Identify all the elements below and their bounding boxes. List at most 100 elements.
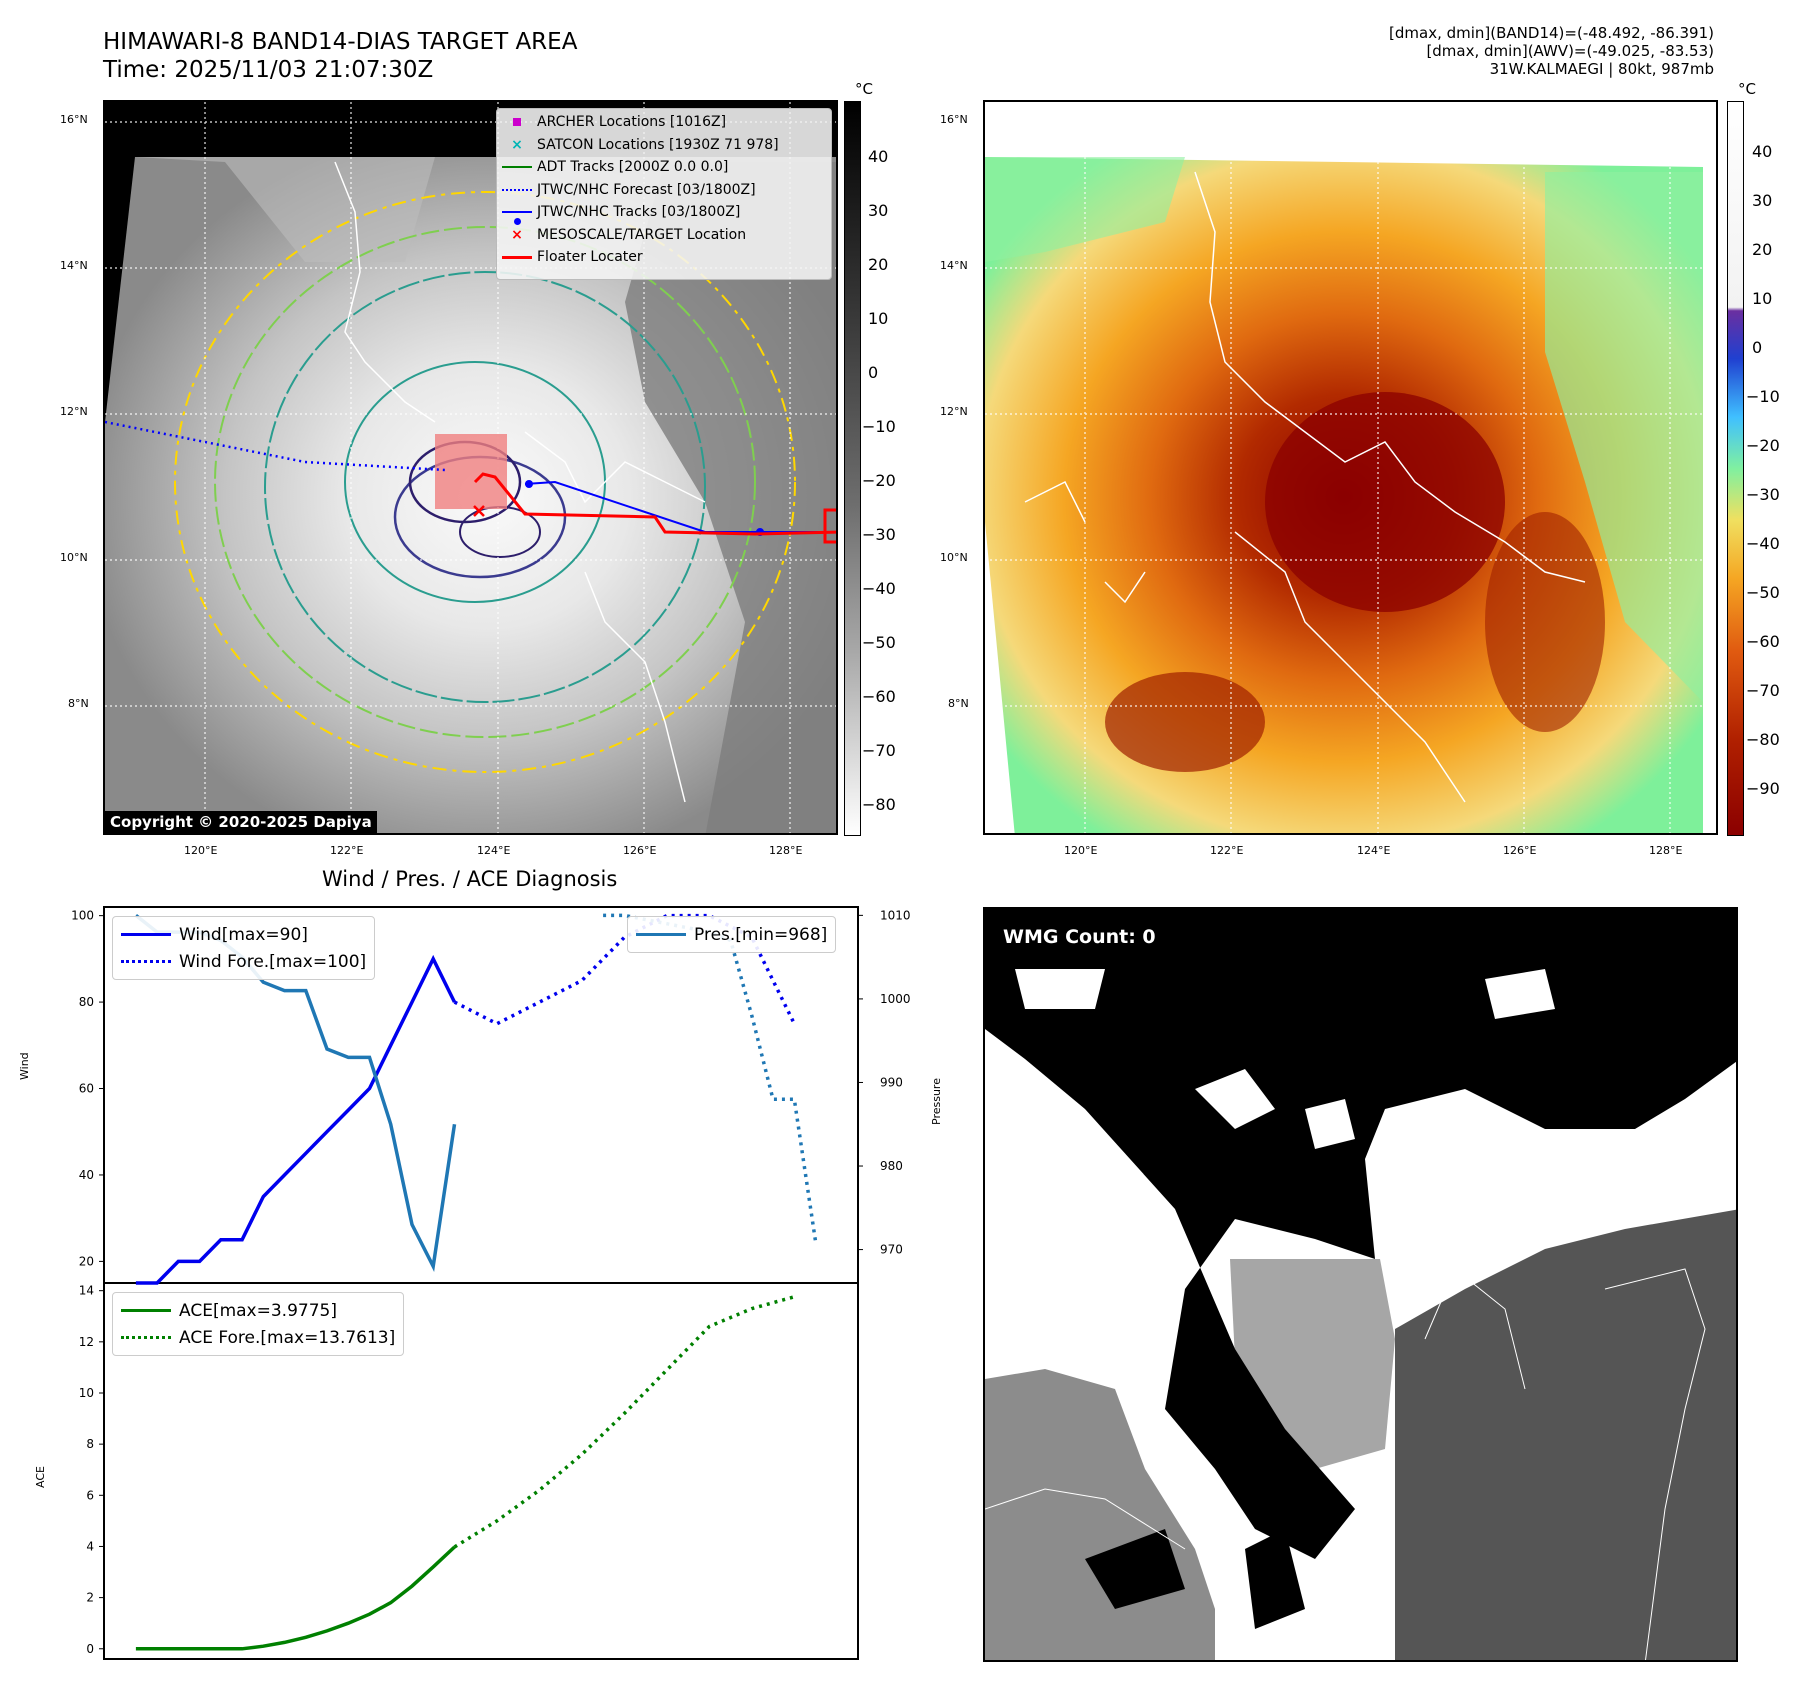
lon-label: 128°E [1649, 844, 1683, 857]
ace-series-line-0 [135, 1545, 456, 1651]
lon-label: 120°E [1064, 844, 1098, 857]
lon-label: 122°E [330, 844, 364, 857]
pres-ytick-label: 1010 [880, 908, 911, 922]
legend-jtwc-tracks: JTWC/NHC Tracks [03/1800Z] [497, 201, 831, 226]
info-band14: [dmax, dmin](BAND14)=(-48.492, -86.391) [1389, 24, 1714, 42]
info-awv: [dmax, dmin](AWV)=(-49.025, -83.53) [1426, 42, 1714, 60]
legend-ace-forecast: ACE Fore.[max=13.7613] [121, 1324, 395, 1351]
copyright-label: Copyright © 2020-2025 Dapiya [105, 811, 377, 833]
colorbar-gray [844, 101, 861, 836]
colorbar-gray-tick: 10 [868, 309, 889, 328]
ace-ytick-label: 2 [86, 1591, 94, 1605]
ace-ytick-label: 12 [79, 1335, 94, 1349]
line-marker-icon [502, 166, 532, 169]
legend-floater: Floater Locater [497, 246, 831, 269]
colorbar-gray-tick: −60 [862, 687, 896, 706]
wind-legend: Wind[max=90] Wind Fore.[max=100] [112, 916, 376, 980]
colorbar-color-tick: −20 [1746, 436, 1780, 455]
dotted-line-icon [121, 960, 171, 963]
lon-label: 122°E [1210, 844, 1244, 857]
colorbar-color-tick: −70 [1746, 681, 1780, 700]
legend-adt: ADT Tracks [2000Z 0.0 0.0] [497, 156, 831, 179]
colorbar-gray-tick: 0 [868, 363, 879, 382]
colorbar-gray-tick: 20 [868, 255, 889, 274]
wind-ytick-label: 100 [71, 909, 94, 923]
colorbar-gray-tick: −80 [862, 795, 896, 814]
header-info: [dmax, dmin](BAND14)=(-48.492, -86.391) … [1389, 24, 1714, 78]
diagnosis-title: Wind / Pres. / ACE Diagnosis [322, 867, 618, 891]
line-marker-icon [502, 255, 532, 259]
colorbar-color-tick: −80 [1746, 730, 1780, 749]
wind-ytick-label: 60 [79, 1082, 94, 1096]
colorbar-gray-unit: °C [855, 80, 873, 98]
pres-legend: Pres.[min=968] [627, 916, 837, 953]
lat-label: 10°N [60, 551, 88, 564]
ace-ytick-label: 4 [86, 1539, 94, 1553]
line-dot-icon [502, 211, 532, 214]
colorbar-gray-tick: 30 [868, 201, 889, 220]
dotted-line-icon [502, 188, 532, 191]
series-line-0 [135, 954, 457, 1285]
pres-ytick-label: 980 [880, 1159, 903, 1173]
ace-ytick-label: 8 [86, 1437, 94, 1451]
solid-line-icon [121, 933, 171, 936]
map-legend: ARCHER Locations [1016Z] × SATCON Locati… [496, 108, 832, 280]
lat-label: 16°N [940, 113, 968, 126]
lon-label: 124°E [1357, 844, 1391, 857]
legend-archer: ARCHER Locations [1016Z] [497, 111, 831, 134]
colorbar-color-tick: 30 [1752, 191, 1773, 210]
ace-ytick-label: 6 [86, 1488, 94, 1502]
lat-label: 14°N [60, 259, 88, 272]
lon-label: 120°E [184, 844, 218, 857]
ace-legend: ACE[max=3.9775] ACE Fore.[max=13.7613] [112, 1292, 405, 1356]
colorbar-color-tick: −60 [1746, 632, 1780, 651]
ace-series-line-1 [453, 1295, 795, 1549]
wind-ytick-label: 80 [79, 995, 94, 1009]
lat-label: 8°N [948, 697, 969, 710]
colorbar-gray-tick: −50 [862, 633, 896, 652]
colorbar-color-tick: −10 [1746, 387, 1780, 406]
colorbar-color-tick: 20 [1752, 240, 1773, 259]
target-marker [473, 505, 485, 517]
chart-title: HIMAWARI-8 BAND14-DIAS TARGET AREA [103, 29, 578, 55]
dotted-line-icon [121, 1336, 171, 1339]
chart-time: Time: 2025/11/03 21:07:30Z [103, 57, 434, 83]
floater-box [435, 434, 507, 509]
pres-ytick-label: 990 [880, 1075, 903, 1089]
wmg-count-label: WMG Count: 0 [995, 923, 1164, 951]
colorbar-gray-tick: −40 [862, 579, 896, 598]
lat-label: 12°N [60, 405, 88, 418]
lon-label: 124°E [477, 844, 511, 857]
solid-line-icon [121, 1309, 171, 1312]
legend-pres: Pres.[min=968] [636, 921, 827, 948]
ir-color-map-svg [985, 102, 1716, 833]
colorbar-gray-tick: −30 [862, 525, 896, 544]
info-storm: 31W.KALMAEGI | 80kt, 987mb [1489, 60, 1714, 78]
colorbar-color-tick: 0 [1752, 338, 1763, 357]
wmg-svg [985, 909, 1736, 1660]
series-line-3 [603, 913, 818, 1242]
colorbar-color-tick: −40 [1746, 534, 1780, 553]
legend-wind: Wind[max=90] [121, 921, 366, 948]
lat-label: 10°N [940, 551, 968, 564]
x-marker-icon: × [511, 136, 523, 153]
colorbar-gray-tick: −10 [862, 417, 896, 436]
lon-label: 126°E [1503, 844, 1537, 857]
legend-ace: ACE[max=3.9775] [121, 1297, 395, 1324]
legend-satcon: × SATCON Locations [1930Z 71 978] [497, 134, 831, 157]
square-marker-icon [513, 118, 521, 127]
lon-label: 128°E [769, 844, 803, 857]
wind-ytick-label: 40 [79, 1168, 94, 1182]
ace-ytick-label: 10 [79, 1386, 94, 1400]
pres-ytick-label: 1000 [880, 992, 911, 1006]
colorbar-color-tick: 10 [1752, 289, 1773, 308]
colorbar-gray-tick: −20 [862, 471, 896, 490]
wind-ytick-label: 20 [79, 1254, 94, 1268]
colorbar-color-tick: −50 [1746, 583, 1780, 602]
solid-line-icon [636, 933, 686, 936]
pres-ytick-label: 970 [880, 1243, 903, 1257]
colorbar-color-tick: −90 [1746, 779, 1780, 798]
wmg-panel: WMG Count: 0 [983, 907, 1738, 1662]
colorbar-color-tick: −30 [1746, 485, 1780, 504]
